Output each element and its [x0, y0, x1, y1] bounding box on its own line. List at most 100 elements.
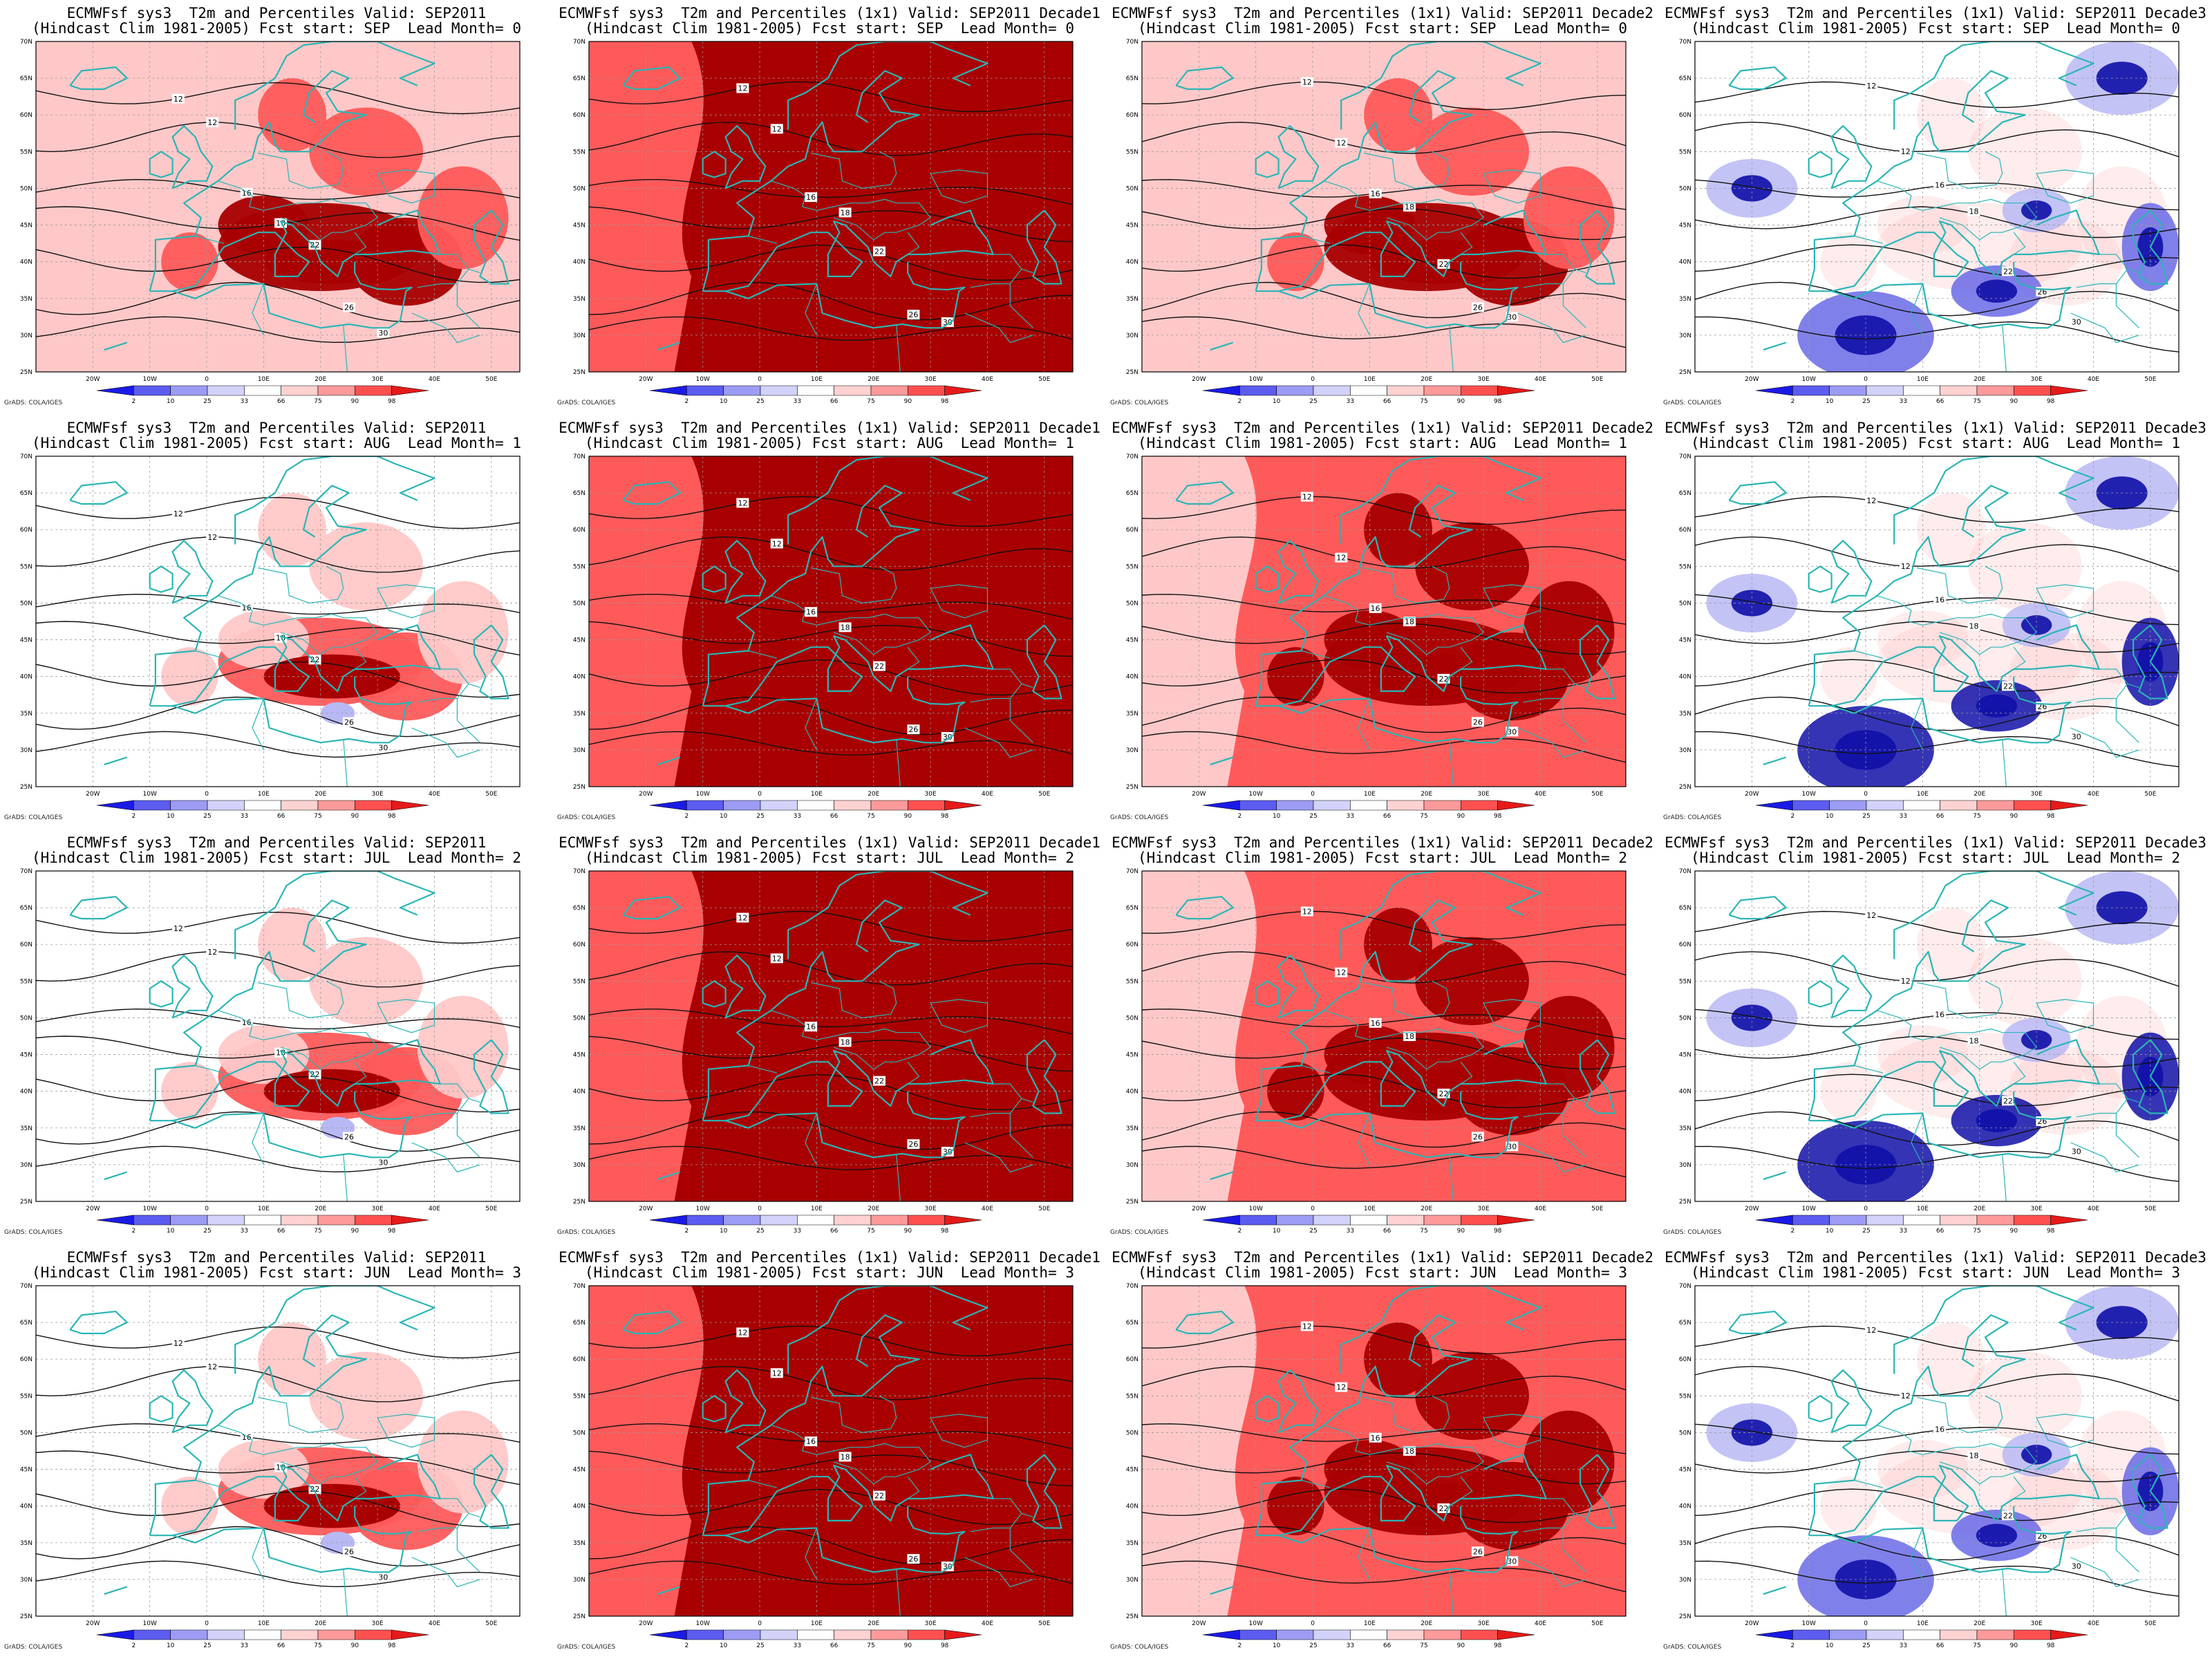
longitude-label: 30E: [1478, 791, 1490, 798]
coastline: [1175, 481, 1234, 505]
country-border: [1523, 668, 1575, 703]
coastline: [1255, 1395, 1280, 1423]
map-frame: [35, 870, 521, 1202]
country-border: [1009, 1528, 1033, 1573]
country-border: [771, 1010, 897, 1040]
latitude-label: 70N: [20, 1283, 32, 1290]
country-border: [805, 1528, 817, 1580]
map-panel: ECMWFsf sys3 T2m and Percentiles (1x1) V…: [553, 830, 1106, 1244]
longitude-label: 50E: [485, 1620, 497, 1627]
contour-label-box: [770, 124, 783, 134]
colorbar-segment: [1976, 800, 2014, 811]
latitude-label: 50N: [573, 600, 585, 607]
latitude-label: 30N: [1126, 1577, 1138, 1584]
warm-anomaly-area: [1364, 78, 1432, 152]
contour-label-box: [873, 661, 885, 671]
country-border: [468, 683, 480, 688]
colorbar-segment: [649, 385, 687, 396]
colorbar-segment: [1829, 385, 1867, 396]
colorbar-label: 90: [2010, 1228, 2018, 1235]
colorbar-segment: [1755, 1629, 1793, 1640]
coastline: [2132, 624, 2168, 700]
contour-label: 18: [1969, 1036, 1979, 1045]
colorbar-label: 75: [1973, 1228, 1980, 1235]
temperature-contour: [589, 1366, 1073, 1400]
colorbar-segment: [908, 1629, 945, 1640]
country-border: [833, 1447, 931, 1485]
coastline: [725, 624, 994, 707]
country-border: [1460, 1061, 1473, 1085]
colorbar-label: 2: [684, 813, 688, 820]
latitude-label: 40N: [573, 1503, 585, 1510]
map-frame: [1694, 1285, 2180, 1617]
temperature-contour: [589, 316, 1073, 341]
longitude-label: 30E: [372, 1620, 384, 1627]
coastline: [149, 1395, 174, 1423]
colorbar-label: 98: [1494, 398, 1502, 405]
longitude-label: 0: [1864, 376, 1868, 383]
coastline: [622, 896, 681, 920]
colorbar-label: 98: [941, 398, 949, 405]
temperature-contour: [589, 731, 1073, 756]
temperature-contour: [589, 1111, 1073, 1150]
cold-anomaly-core: [2021, 615, 2052, 635]
latitude-label: 65N: [1679, 1320, 1691, 1327]
colorbar-label: 98: [388, 813, 396, 820]
colorbar-segment: [1350, 800, 1387, 811]
country-border: [468, 1512, 480, 1518]
contour-label: 26: [344, 1547, 354, 1556]
longitude-label: 20E: [868, 376, 879, 383]
map-panel: ECMWFsf sys3 T2m and Percentiles (1x1) V…: [1106, 1244, 1659, 1659]
contour-label-box: [805, 192, 818, 203]
latitude-label: 70N: [1126, 453, 1138, 460]
coastline: [69, 481, 128, 505]
latitude-label: 60N: [20, 1356, 32, 1363]
contour-label-box: [2070, 1561, 2083, 1571]
longitude-label: 10W: [696, 791, 710, 798]
colorbar-segment: [355, 1215, 392, 1226]
country-border: [748, 235, 777, 244]
latitude-label: 50N: [20, 1015, 32, 1022]
country-border: [456, 1113, 480, 1158]
country-border: [1939, 203, 2037, 241]
country-border: [417, 668, 469, 703]
longitude-label: 30E: [372, 1206, 384, 1212]
country-border: [1574, 268, 1586, 274]
colorbar-label: 90: [351, 398, 359, 405]
contour-label: 30: [943, 1562, 953, 1571]
contour-label-box: [1933, 1424, 1947, 1434]
country-border: [1324, 180, 1450, 211]
temperature-contour: [1695, 122, 2179, 158]
contour-label: 12: [1336, 968, 1346, 977]
contour-label: 16: [1935, 181, 1944, 190]
contour-label-box: [377, 328, 390, 338]
map-frame: [1141, 456, 1627, 787]
country-border: [1562, 283, 1586, 328]
coastline: [1831, 209, 2100, 292]
temperature-contour: [589, 1423, 1073, 1450]
longitude-label: 0: [1864, 791, 1868, 798]
contour-label-box: [274, 632, 288, 643]
temperature-contour: [1142, 281, 1626, 319]
colorbar-label: 66: [277, 813, 285, 820]
country-border: [2036, 584, 2094, 619]
country-border: [2002, 1153, 2007, 1201]
contour-label: 12: [1866, 911, 1876, 920]
contour-label-box: [2070, 317, 2083, 327]
coastline: [172, 624, 441, 707]
contour-label-box: [1506, 1141, 1519, 1152]
contour-label-box: [342, 1132, 355, 1142]
ocean-anomaly-region: [1142, 456, 1257, 787]
coastline: [69, 896, 128, 920]
contour-label: 12: [207, 948, 217, 957]
country-border: [1364, 151, 1450, 189]
contour-label: 12: [738, 914, 747, 923]
coastline: [702, 485, 920, 706]
grads-credit: GrADS: COLA/IGES: [4, 1229, 63, 1236]
country-border: [1854, 235, 1883, 244]
latitude-label: 30N: [1679, 1577, 1691, 1584]
contour-label-box: [1300, 906, 1313, 917]
longitude-label: 0: [1311, 791, 1315, 798]
temperature-contour: [1695, 659, 2179, 692]
map-frame: [588, 1285, 1074, 1617]
